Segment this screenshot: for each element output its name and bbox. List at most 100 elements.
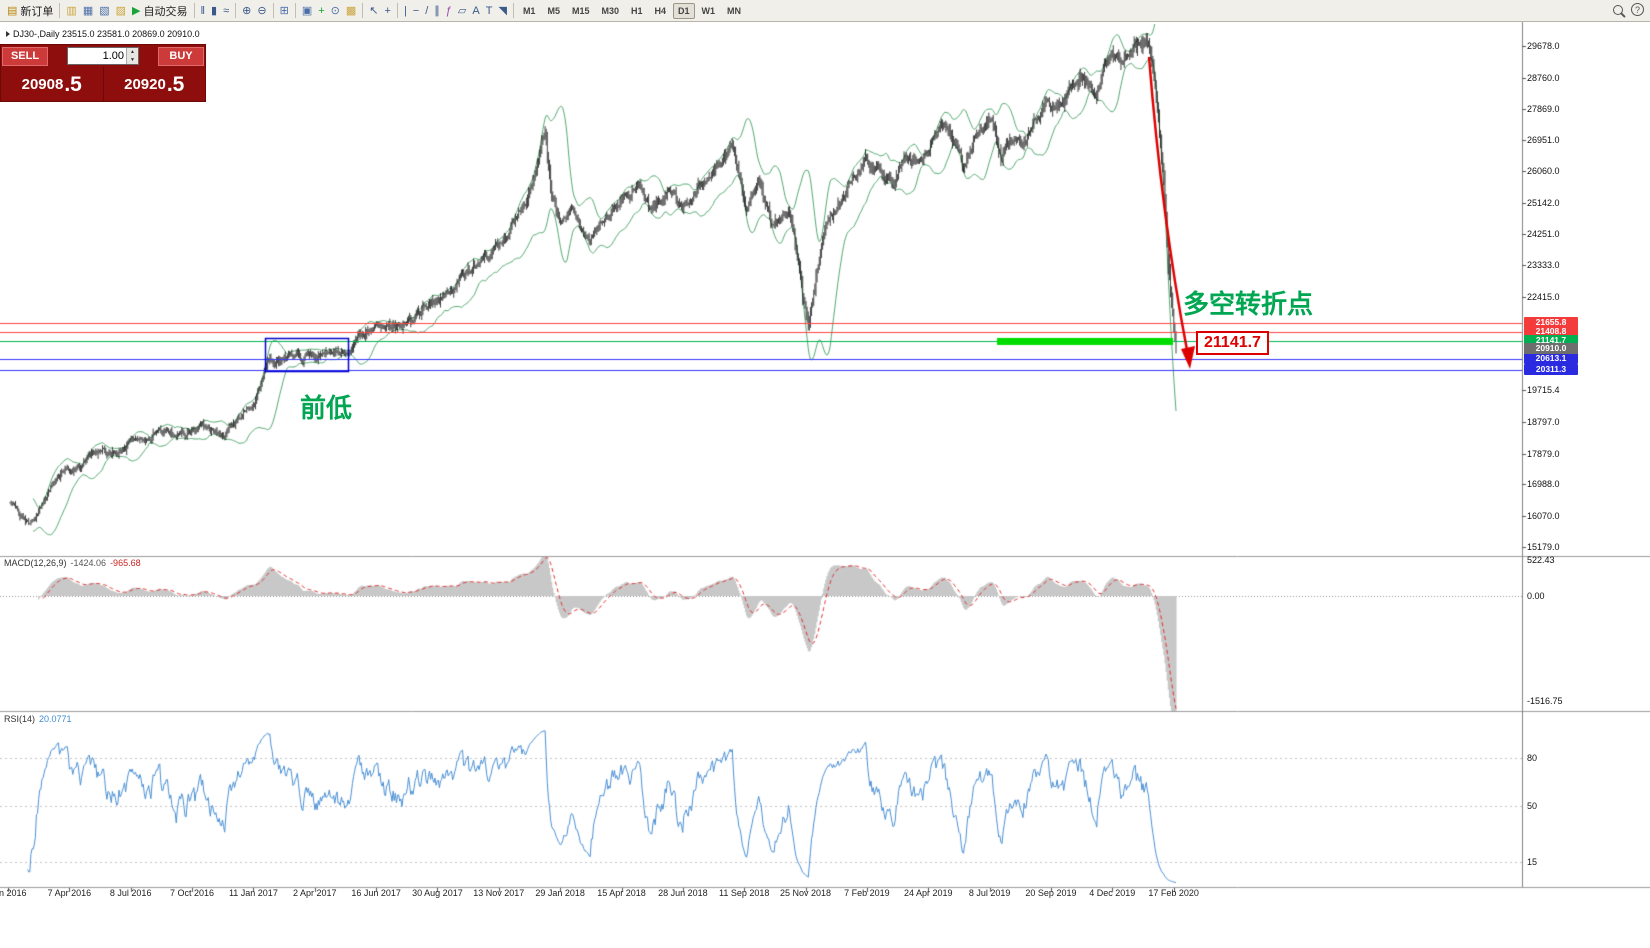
macd-value-main: -1424.06 bbox=[70, 558, 107, 568]
volume-input[interactable] bbox=[68, 48, 126, 64]
templates-icon: ▩ bbox=[345, 4, 357, 17]
toolbar-separator bbox=[512, 3, 514, 18]
shapes-icon: ▱ bbox=[457, 4, 467, 17]
one-click-trading-panel: SELL ▲ ▼ BUY 20908.5 20920.5 bbox=[0, 44, 206, 102]
fibonacci-icon: ƒ bbox=[445, 4, 452, 17]
sell-price[interactable]: 20908.5 bbox=[1, 66, 104, 102]
trendline-icon[interactable]: / bbox=[422, 2, 431, 20]
date-label: 17 Feb 2020 bbox=[1148, 888, 1199, 898]
auto-arrange-icon[interactable]: ▣ bbox=[299, 2, 315, 20]
toolbar-separator bbox=[294, 3, 296, 18]
toolbar-right-group: ? bbox=[1613, 3, 1644, 16]
candlestick-chart-icon: ▮ bbox=[211, 4, 218, 17]
macd-value-signal: -965.68 bbox=[110, 558, 141, 568]
timeframe-h4-button[interactable]: H4 bbox=[654, 5, 667, 16]
date-label: 4 Dec 2019 bbox=[1089, 888, 1136, 898]
fibonacci-icon[interactable]: ƒ bbox=[443, 2, 455, 20]
vertical-line-icon[interactable]: | bbox=[401, 2, 410, 20]
search-icon[interactable] bbox=[1613, 4, 1623, 15]
timeframe-w1-button[interactable]: W1 bbox=[701, 5, 716, 16]
auto-arrange-icon: ▣ bbox=[301, 4, 313, 17]
symbol-ohlc-line: DJ30-,Daily 23515.0 23581.0 20869.0 2091… bbox=[6, 29, 200, 39]
add-indicator-icon[interactable]: + bbox=[315, 2, 327, 20]
shapes-icon[interactable]: ▱ bbox=[455, 2, 469, 20]
periods-icon: ⊙ bbox=[330, 4, 340, 17]
arrow-tools-icon: ◥ bbox=[498, 4, 507, 17]
crosshair-icon[interactable]: + bbox=[382, 2, 394, 20]
date-label: 29 Jan 2018 bbox=[535, 888, 585, 898]
macd-indicator-label: MACD(12,26,9) -1424.06 -965.68 bbox=[4, 558, 141, 568]
text-icon[interactable]: A bbox=[469, 2, 482, 20]
channel-icon[interactable]: ∥ bbox=[431, 2, 443, 20]
timeframe-d1-button[interactable]: D1 bbox=[673, 2, 695, 19]
toolbar: ▤ 新订单 ▥ ▦ ▧ ▨ ▶ 自动交易 ‖ ▮ ≈ ⊕ ⊖ ⊞ ▣ + ⊙ ▩ ↖ + | − / ∥ ƒ ▱ A T ◥ M1 M5 M1… bbox=[0, 0, 1650, 22]
volume-down-icon[interactable]: ▼ bbox=[130, 57, 135, 63]
navigator-icon: ▧ bbox=[99, 4, 110, 17]
date-label: 11 Sep 2018 bbox=[718, 888, 770, 898]
periods-icon[interactable]: ⊙ bbox=[328, 2, 343, 20]
date-label: 7 Apr 2016 bbox=[47, 888, 92, 898]
chart-marker-icon bbox=[6, 31, 10, 37]
timeframe-m30-button[interactable]: M30 bbox=[601, 5, 619, 16]
date-label: 7 Feb 2019 bbox=[844, 888, 890, 898]
label-icon[interactable]: T bbox=[483, 2, 496, 20]
sell-price-main: 20908 bbox=[21, 75, 64, 93]
label-icon: T bbox=[485, 4, 493, 17]
line-chart-icon: ≈ bbox=[223, 4, 230, 17]
help-icon[interactable]: ? bbox=[1631, 3, 1644, 16]
timeframe-m15-button[interactable]: M15 bbox=[571, 5, 590, 16]
new-order-button[interactable]: ▤ 新订单 bbox=[4, 2, 56, 20]
toolbar-separator bbox=[362, 3, 364, 18]
date-label: 24 Apr 2019 bbox=[903, 888, 953, 898]
sell-button[interactable]: SELL bbox=[2, 46, 48, 66]
add-indicator-icon: + bbox=[318, 4, 325, 17]
timeframe-m1-button[interactable]: M1 bbox=[522, 5, 536, 16]
tile-windows-icon[interactable]: ⊞ bbox=[277, 2, 292, 20]
tile-windows-icon: ⊞ bbox=[279, 4, 289, 17]
toolbar-separator bbox=[193, 3, 195, 18]
date-label: Jan 2016 bbox=[0, 888, 27, 898]
timeframe-mn-button[interactable]: MN bbox=[727, 5, 742, 16]
zoom-in-icon[interactable]: ⊕ bbox=[239, 2, 254, 20]
toolbar-separator bbox=[235, 3, 237, 18]
horizontal-line-icon[interactable]: − bbox=[410, 2, 422, 20]
symbol-ohlc-text: DJ30-,Daily 23515.0 23581.0 20869.0 2091… bbox=[13, 29, 200, 39]
volume-control: ▲ ▼ bbox=[67, 47, 139, 65]
annotation-prev-low: 前低 bbox=[300, 393, 353, 423]
line-chart-icon[interactable]: ≈ bbox=[220, 2, 232, 20]
timeframe-h1-button[interactable]: H1 bbox=[631, 5, 643, 16]
date-label: 16 Jun 2017 bbox=[351, 888, 401, 898]
date-label: 30 Aug 2017 bbox=[412, 888, 463, 898]
bar-chart-icon[interactable]: ‖ bbox=[198, 2, 209, 20]
autotrading-button-label: 自动交易 bbox=[143, 5, 188, 18]
buy-price-frac: .5 bbox=[166, 72, 185, 96]
timeframe-m5-button[interactable]: M5 bbox=[547, 5, 560, 16]
rsi-value: 20.0771 bbox=[39, 714, 72, 724]
rsi-name: RSI(14) bbox=[4, 714, 36, 724]
chart-profiles-icon: ▥ bbox=[66, 4, 77, 17]
date-axis[interactable]: Jan 2016 7 Apr 2016 8 Jul 2016 7 Oct 2016 11… bbox=[0, 884, 1522, 906]
templates-icon[interactable]: ▩ bbox=[343, 2, 359, 20]
toolbar-separator bbox=[272, 3, 274, 18]
date-label: 15 Apr 2018 bbox=[597, 888, 646, 898]
buy-button[interactable]: BUY bbox=[158, 46, 204, 66]
new-order-button-label: 新订单 bbox=[20, 5, 54, 18]
volume-up-icon[interactable]: ▲ bbox=[130, 49, 135, 55]
terminal-icon[interactable]: ▨ bbox=[113, 2, 129, 20]
chart-profiles-icon[interactable]: ▥ bbox=[63, 2, 79, 20]
cursor-icon: ↖ bbox=[369, 4, 379, 17]
date-label: 13 Nov 2017 bbox=[473, 888, 525, 898]
market-watch-icon[interactable]: ▦ bbox=[80, 2, 96, 20]
zoom-out-icon[interactable]: ⊖ bbox=[254, 2, 269, 20]
cursor-icon[interactable]: ↖ bbox=[366, 2, 381, 20]
buy-price[interactable]: 20920.5 bbox=[104, 66, 206, 102]
arrow-tools-icon[interactable]: ◥ bbox=[495, 2, 509, 20]
autotrading-button[interactable]: ▶ 自动交易 bbox=[129, 2, 190, 20]
navigator-icon[interactable]: ▧ bbox=[96, 2, 112, 20]
new-order-icon: ▤ bbox=[7, 4, 18, 17]
toolbar-separator bbox=[396, 3, 398, 18]
zoom-out-icon: ⊖ bbox=[257, 4, 267, 17]
candlestick-chart-icon[interactable]: ▮ bbox=[208, 2, 220, 20]
date-label: 25 Nov 2018 bbox=[780, 888, 832, 898]
